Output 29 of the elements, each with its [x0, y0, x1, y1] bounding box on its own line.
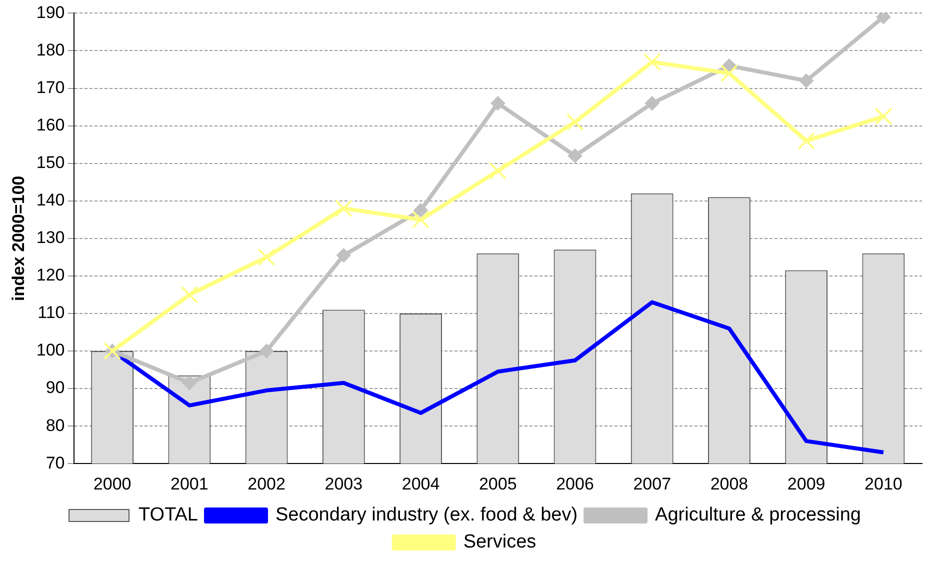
y-tick-label: 130 [36, 228, 65, 248]
x-tick-label: 2003 [324, 474, 363, 494]
x-tick-label: 2001 [170, 474, 208, 494]
y-tick-label: 160 [36, 115, 65, 134]
y-tick-label: 170 [36, 78, 65, 97]
y-tick-label: 90 [46, 378, 65, 398]
legend-label: Agriculture & processing [655, 504, 861, 526]
legend-label: Services [463, 532, 536, 553]
y-tick-label: 70 [46, 453, 65, 472]
legend-label: Secondary industry (ex. food & bev) [276, 504, 578, 526]
x-tick-label: 2000 [93, 474, 132, 494]
x-tick-label: 2006 [556, 474, 594, 494]
x-tick-label: 2004 [402, 474, 440, 494]
x-tick-label: 2008 [710, 474, 748, 494]
y-tick-label: 120 [36, 266, 65, 285]
x-tick-label: 2007 [633, 474, 672, 494]
legend-label: TOTAL [138, 504, 198, 526]
y-tick-label: 140 [36, 190, 65, 210]
y-tick-label: 180 [36, 40, 65, 60]
y-tick-label: 110 [38, 303, 65, 322]
x-tick-label: 2002 [248, 474, 286, 494]
y-tick-label: 80 [46, 416, 65, 435]
y-axis-title: index 2000=100 [8, 176, 28, 302]
x-tick-label: 2010 [864, 474, 902, 494]
y-tick-label: 150 [36, 153, 65, 172]
x-tick-label: 2009 [787, 474, 826, 494]
x-tick-label: 2005 [478, 474, 517, 494]
y-tick-label: 100 [36, 340, 65, 360]
y-tick-label: 190 [36, 2, 65, 22]
